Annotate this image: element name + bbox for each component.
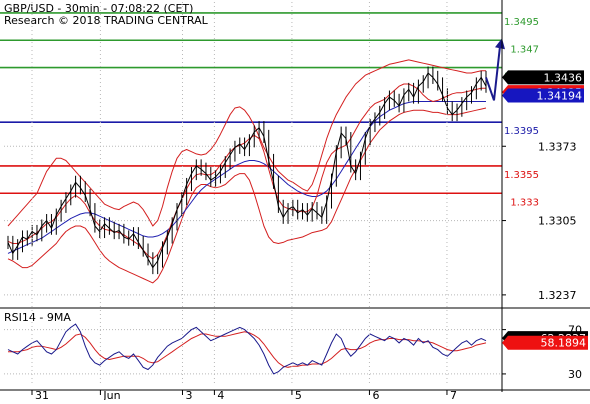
x-tick-label: 4: [217, 389, 224, 400]
bollinger-upper-line: [7, 59, 486, 227]
x-tick-label: 31: [35, 389, 49, 400]
x-tick-label: 7: [450, 389, 457, 400]
x-tick-label: 5: [295, 389, 302, 400]
forecast-path: [485, 46, 501, 101]
bollinger-lower-line: [7, 107, 487, 284]
rsi-tags: 62.283758.1894: [502, 331, 588, 350]
level-label: 1.333: [510, 197, 539, 208]
price-tag-box: [502, 70, 584, 85]
price-tag-label: 1.3436: [544, 71, 583, 84]
rsi-y-tick-label: 30: [568, 368, 582, 381]
slow-ma-line: [7, 101, 486, 254]
x-tick-label: 3: [185, 389, 192, 400]
rsi-y-tick-label: 70: [568, 324, 582, 337]
level-label: 1.3495: [504, 17, 539, 28]
chart-title: GBP/USD - 30min - 07:08:22 (CET): [4, 2, 193, 15]
rsi-tag-box: [502, 335, 588, 350]
rsi-title: RSI14 - 9MA: [4, 311, 71, 324]
level-label: 1.3395: [504, 126, 539, 137]
main-y-tick-label: 1.3237: [538, 289, 577, 302]
chart-subtitle: Research © 2018 TRADING CENTRAL: [4, 14, 209, 27]
x-tick-label: Jun: [102, 389, 120, 400]
fast-ma-line: [7, 83, 486, 260]
main-y-tick-label: 1.3373: [538, 140, 577, 153]
rsi-line: [7, 323, 487, 375]
price-tag-box: [502, 88, 584, 103]
rsi-series-group: [7, 323, 487, 375]
main-y-axis: 1.3237 1.3305 1.3373: [501, 0, 577, 392]
rsi-y-axis: 30 70: [502, 324, 582, 381]
rsi-panel: 62.283758.1894 30 70 RSI14 - 9MA: [4, 311, 588, 381]
level-label: 1.3355: [504, 170, 539, 181]
price-series-group: [7, 38, 505, 284]
price-line: [7, 72, 487, 269]
main-y-tick-label: 1.3305: [538, 215, 577, 228]
rsi-tag-label: 58.1894: [541, 337, 587, 350]
level-label: 1.347: [510, 44, 539, 55]
x-tick-label: 6: [372, 389, 379, 400]
price-tag-label: 1.34194: [537, 90, 583, 103]
